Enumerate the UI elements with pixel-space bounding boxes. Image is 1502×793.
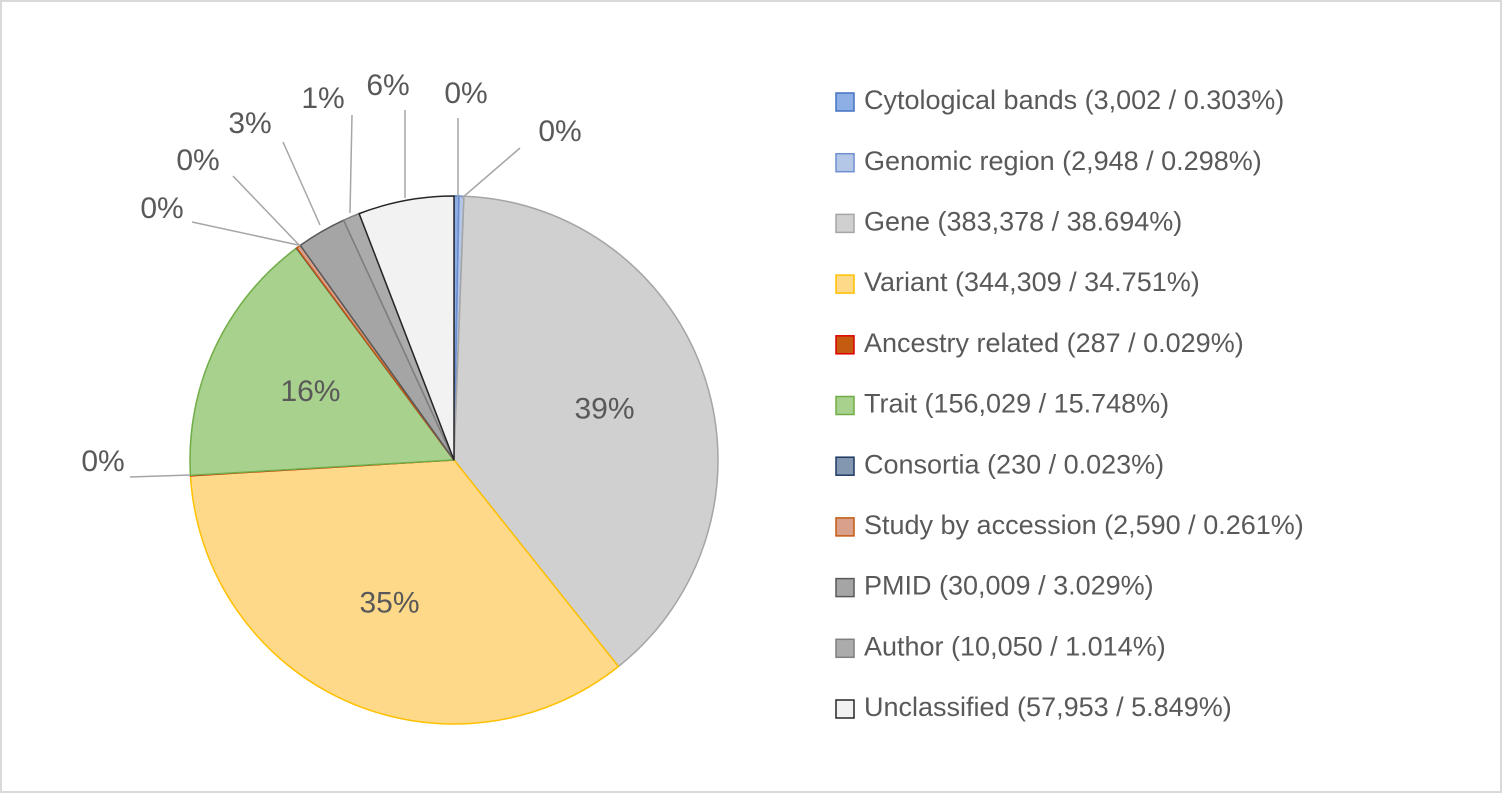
legend-entry: Ancestry related (287 / 0.029%)	[864, 328, 1244, 358]
legend-entry: Cytological bands (3,002 / 0.303%)	[864, 85, 1284, 115]
data-label: 35%	[360, 587, 420, 620]
legend-entry: Genomic region (2,948 / 0.298%)	[864, 146, 1262, 176]
leader-line	[232, 175, 301, 247]
leader-line	[282, 141, 321, 226]
pie-slice	[453, 195, 719, 668]
legend-swatch	[835, 152, 855, 173]
data-label: 16%	[280, 375, 340, 408]
legend-swatch	[835, 577, 855, 598]
legend-swatch	[835, 335, 855, 355]
legend-swatch	[835, 274, 855, 294]
legend-entry: Trait (156,029 / 15.748%)	[864, 389, 1169, 419]
legend-entry: PMID (30,009 / 3.029%)	[864, 571, 1154, 601]
legend-entry: Author (10,050 / 1.014%)	[864, 631, 1166, 661]
data-label: 39%	[574, 392, 634, 425]
data-label: 0%	[140, 192, 183, 225]
data-label: 6%	[366, 69, 409, 102]
pie-slice	[189, 247, 456, 477]
legend-entry: Variant (344,309 / 34.751%)	[864, 267, 1200, 297]
legend-entry: Consortia (230 / 0.023%)	[864, 449, 1164, 479]
leader-line	[191, 221, 299, 246]
legend-swatch	[835, 699, 855, 719]
legend-swatch	[835, 213, 855, 234]
leader-line	[349, 114, 353, 214]
data-label: 0%	[81, 445, 124, 478]
data-label: 0%	[444, 77, 487, 110]
data-label: 0%	[176, 144, 219, 177]
leader-line	[129, 474, 191, 478]
pie-slice	[358, 195, 455, 461]
data-label: 0%	[538, 115, 581, 148]
legend-entry: Study by accession (2,590 / 0.261%)	[864, 510, 1304, 540]
pie-slice	[189, 459, 620, 725]
legend-swatch	[835, 92, 855, 112]
data-label: 3%	[228, 107, 271, 140]
legend-swatch	[835, 638, 855, 659]
leader-line	[461, 147, 521, 199]
legend-swatch	[835, 517, 855, 537]
legend-swatch	[835, 395, 855, 416]
legend-swatch	[835, 456, 855, 476]
legend-entry: Gene (383,378 / 38.694%)	[864, 207, 1182, 237]
data-label: 1%	[301, 82, 344, 115]
legend-entry: Unclassified (57,953 / 5.849%)	[864, 692, 1232, 722]
